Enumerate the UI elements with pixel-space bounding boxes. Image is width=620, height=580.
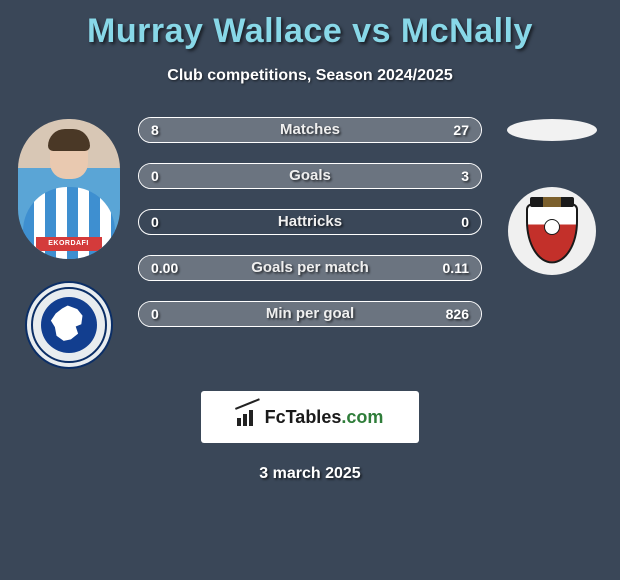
stat-label: Min per goal (139, 302, 481, 326)
stat-row-goals: 0 Goals 3 (138, 163, 482, 189)
stat-label: Goals (139, 164, 481, 188)
stat-right-value: 27 (453, 118, 469, 142)
comparison-area: EKORDAFI 8 Matches 27 0 Goals 3 (0, 115, 620, 355)
left-player-sponsor: EKORDAFI (36, 237, 102, 251)
stat-right-value: 0 (461, 210, 469, 234)
stat-row-min-per-goal: 0 Min per goal 826 (138, 301, 482, 327)
stat-label: Goals per match (139, 256, 481, 280)
stat-label: Hattricks (139, 210, 481, 234)
branding-box: FcTables.com (201, 391, 419, 443)
stats-list: 8 Matches 27 0 Goals 3 0 Hattricks 0 0.0… (138, 117, 482, 347)
left-club-crest (25, 281, 113, 369)
stat-row-matches: 8 Matches 27 (138, 117, 482, 143)
left-player-column: EKORDAFI (6, 115, 131, 369)
stat-row-hattricks: 0 Hattricks 0 (138, 209, 482, 235)
stat-right-value: 0.11 (443, 256, 469, 280)
fctables-icon (237, 408, 259, 426)
date-label: 3 march 2025 (0, 465, 620, 483)
right-player-photo (507, 119, 597, 141)
branding-text: FcTables.com (265, 407, 384, 428)
stat-right-value: 3 (461, 164, 469, 188)
left-player-photo: EKORDAFI (18, 119, 120, 259)
stat-label: Matches (139, 118, 481, 142)
stat-right-value: 826 (446, 302, 469, 326)
page-title: Murray Wallace vs McNally (0, 0, 620, 51)
branding-primary: FcTables (265, 407, 342, 427)
branding-suffix: .com (341, 407, 383, 427)
right-player-column (489, 115, 614, 275)
stat-row-goals-per-match: 0.00 Goals per match 0.11 (138, 255, 482, 281)
subtitle: Club competitions, Season 2024/2025 (0, 67, 620, 85)
right-club-crest (508, 187, 596, 275)
